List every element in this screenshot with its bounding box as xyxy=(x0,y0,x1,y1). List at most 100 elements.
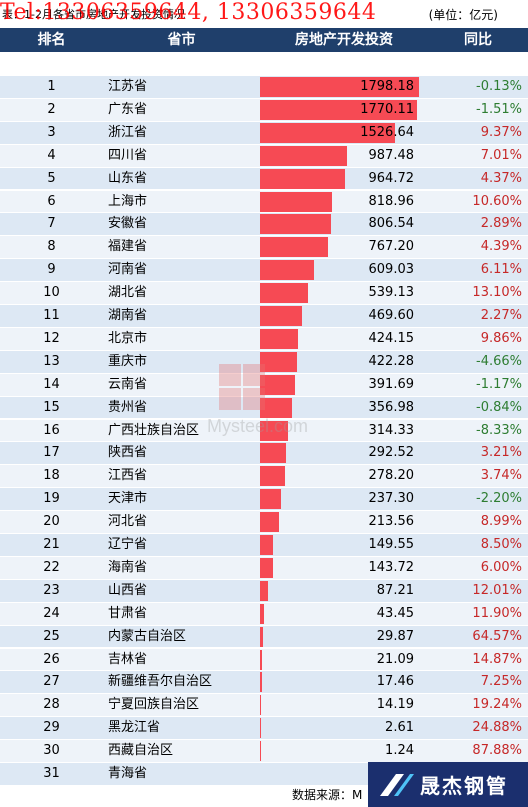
investment-value: 1.24 xyxy=(385,743,414,759)
table-row: 15 贵州省 356.98 -0.84% xyxy=(0,396,528,420)
yoy-cell: 10.60% xyxy=(472,193,522,209)
table-row: 24 甘肃省 43.45 11.90% xyxy=(0,602,528,626)
yoy-cell: -2.20% xyxy=(476,491,522,507)
yoy-cell: -8.33% xyxy=(476,422,522,438)
province-cell: 江西省 xyxy=(108,468,148,484)
yoy-cell: 9.37% xyxy=(480,124,522,140)
investment-bar xyxy=(260,306,302,326)
logo-text: 晟杰钢管 xyxy=(420,774,508,798)
rank-cell: 5 xyxy=(47,170,56,186)
table-row: 4 四川省 987.48 7.01% xyxy=(0,144,528,168)
investment-bar xyxy=(260,512,279,533)
header-investment: 房地产开发投资 xyxy=(295,32,393,48)
investment-value: 356.98 xyxy=(368,399,415,415)
bar-cell xyxy=(260,76,428,98)
rank-cell: 31 xyxy=(43,766,60,781)
rank-cell: 24 xyxy=(43,605,60,621)
investment-bar xyxy=(260,145,348,166)
table-row: 6 上海市 818.96 10.60% xyxy=(0,190,528,214)
province-cell: 重庆市 xyxy=(108,353,148,369)
province-cell: 青海省 xyxy=(108,766,148,781)
yoy-cell: -4.66% xyxy=(476,353,522,369)
province-cell: 甘肃省 xyxy=(108,605,148,621)
investment-bar xyxy=(260,580,268,601)
bar-cell xyxy=(260,259,428,281)
rank-cell: 25 xyxy=(43,628,60,644)
investment-table: 排名 省市 房地产开发投资 同比 1 江苏省 1798.18 -0.13% 2 广东省 17… xyxy=(0,28,528,786)
rank-cell: 18 xyxy=(43,468,60,484)
table-row: 17 陕西省 292.52 3.21% xyxy=(0,442,528,466)
table-row: 11 湖南省 469.60 2.27% xyxy=(0,305,528,328)
table-row: 19 天津市 237.30 -2.20% xyxy=(0,488,528,512)
title-row: 表：1-2月各省市房地产开发投资情况 Tel:13306359644, 1330… xyxy=(0,0,528,28)
bar-cell xyxy=(260,328,428,350)
investment-bar xyxy=(260,283,308,304)
bar-cell xyxy=(260,717,428,739)
rank-cell: 8 xyxy=(47,239,56,255)
table-row: 2 广东省 1770.11 -1.51% xyxy=(0,98,528,122)
province-cell: 湖北省 xyxy=(108,285,148,301)
rank-cell: 22 xyxy=(43,559,60,575)
investment-value: 424.15 xyxy=(368,330,415,346)
table-row: 25 内蒙古自治区 29.87 64.57% xyxy=(0,625,528,649)
province-cell: 广东省 xyxy=(108,101,148,117)
table-row: 13 重庆市 422.28 -4.66% xyxy=(0,350,528,374)
investment-value: 806.54 xyxy=(368,216,415,232)
investment-value: 539.13 xyxy=(368,285,415,301)
rank-cell: 9 xyxy=(47,262,56,278)
table-row: 20 河北省 213.56 8.99% xyxy=(0,511,528,534)
table-row: 14 云南省 391.69 -1.17% xyxy=(0,373,528,397)
province-cell: 北京市 xyxy=(108,330,148,346)
investment-value: 964.72 xyxy=(368,170,415,186)
province-cell: 西藏自治区 xyxy=(108,743,174,759)
rank-cell: 19 xyxy=(43,491,60,507)
investment-value: 1770.11 xyxy=(360,101,414,117)
yoy-cell: 3.21% xyxy=(480,445,522,461)
bar-cell xyxy=(260,534,428,556)
yoy-cell: -0.84% xyxy=(476,399,522,415)
investment-value: 21.09 xyxy=(376,651,414,667)
table-row: 1 江苏省 1798.18 -0.13% xyxy=(0,76,528,99)
province-cell: 上海市 xyxy=(108,193,148,209)
province-cell: 天津市 xyxy=(108,491,148,507)
investment-bar xyxy=(260,489,281,510)
svg-text:Mysteel.com: Mysteel.com xyxy=(207,416,308,436)
investment-value: 767.20 xyxy=(368,239,415,255)
province-cell: 内蒙古自治区 xyxy=(108,628,187,644)
mysteel-watermark: Mysteel.com xyxy=(207,364,308,436)
rank-cell: 30 xyxy=(43,743,60,759)
investment-value: 14.19 xyxy=(376,697,414,713)
investment-bar xyxy=(260,557,273,578)
investment-bar xyxy=(260,466,285,487)
rank-cell: 10 xyxy=(43,285,60,301)
investment-value: 609.03 xyxy=(368,262,415,278)
rank-cell: 16 xyxy=(43,422,60,438)
table-row: 18 江西省 278.20 3.74% xyxy=(0,465,528,489)
table-row: 3 浙江省 1526.64 9.37% xyxy=(0,121,528,145)
table-row: 23 山西省 87.21 12.01% xyxy=(0,579,528,603)
bar-cell xyxy=(260,351,428,373)
investment-bar xyxy=(260,351,298,372)
bar-cell xyxy=(260,557,428,579)
rank-cell: 13 xyxy=(43,353,60,369)
bar-cell xyxy=(260,465,428,487)
table-row: 5 山东省 964.72 4.37% xyxy=(0,167,528,191)
bar-cell xyxy=(260,420,428,442)
investment-value: 469.60 xyxy=(368,308,415,323)
province-cell: 新疆维吾尔自治区 xyxy=(108,674,213,690)
rank-cell: 26 xyxy=(43,651,60,667)
investment-value: 314.33 xyxy=(368,422,415,438)
investment-value: 391.69 xyxy=(368,376,415,392)
investment-value: 818.96 xyxy=(368,193,415,209)
table-row: 10 湖北省 539.13 13.10% xyxy=(0,282,528,305)
province-cell: 山西省 xyxy=(108,582,148,598)
investment-bar xyxy=(260,328,298,349)
investment-bar xyxy=(260,99,417,120)
rank-cell: 17 xyxy=(43,445,60,461)
bar-cell xyxy=(260,168,428,190)
bar-cell xyxy=(260,488,428,510)
investment-value: 2.61 xyxy=(385,720,414,736)
table-row: 9 河南省 609.03 6.11% xyxy=(0,259,528,283)
rank-cell: 6 xyxy=(47,193,56,209)
province-cell: 吉林省 xyxy=(108,651,148,667)
